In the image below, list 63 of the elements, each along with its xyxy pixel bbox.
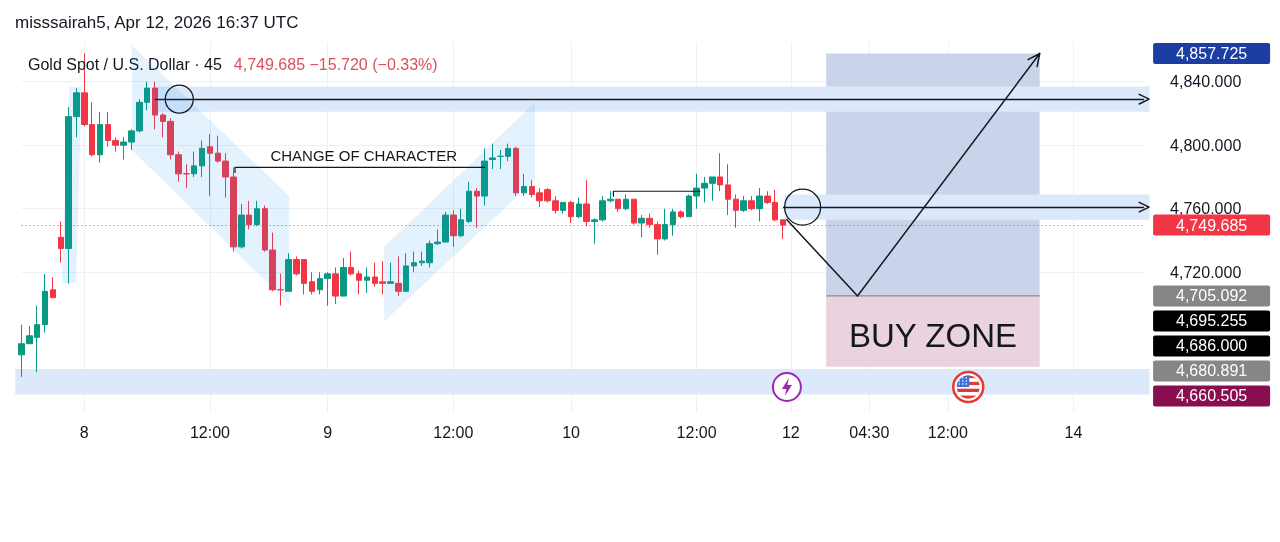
candlestick bbox=[568, 200, 574, 224]
candlestick bbox=[481, 147, 488, 207]
x-tick-label: 9 bbox=[323, 423, 333, 441]
candlestick bbox=[489, 143, 496, 170]
candlestick bbox=[97, 111, 103, 164]
x-tick-label: 12:00 bbox=[433, 423, 474, 441]
candlestick bbox=[748, 195, 755, 211]
candlestick bbox=[623, 193, 629, 211]
candlestick bbox=[403, 252, 409, 292]
candlestick bbox=[277, 273, 284, 307]
x-tick-label: 14 bbox=[1064, 423, 1083, 441]
x-tick-label: 12:00 bbox=[927, 423, 968, 441]
candlestick bbox=[560, 201, 566, 214]
candlestick bbox=[615, 198, 621, 213]
candlestick bbox=[387, 262, 394, 284]
x-tick-label: 8 bbox=[79, 423, 89, 441]
y-tick-label: 4,760.000 bbox=[1170, 200, 1242, 218]
text: 4,686.000 bbox=[1176, 337, 1248, 355]
candlestick bbox=[756, 187, 763, 222]
candlestick bbox=[340, 257, 347, 297]
candlestick bbox=[678, 209, 684, 219]
text: 4,680.891 bbox=[1176, 362, 1248, 380]
candlestick bbox=[348, 251, 354, 276]
candlestick bbox=[42, 273, 48, 334]
candlestick bbox=[466, 181, 472, 224]
candlestick bbox=[458, 208, 464, 238]
y-tick-label: 4,720.000 bbox=[1170, 263, 1242, 281]
x-tick-label: 12:00 bbox=[189, 423, 231, 441]
candlestick bbox=[364, 266, 370, 294]
candlestick bbox=[191, 151, 197, 178]
candlestick bbox=[309, 271, 315, 295]
candlestick bbox=[50, 276, 56, 299]
text: misssairah5, Apr 12, 2026 16:37 UTC bbox=[15, 12, 299, 32]
x-tick-label: 12 bbox=[781, 423, 800, 441]
x-tick-label: 04:30 bbox=[849, 423, 890, 441]
candlestick bbox=[521, 173, 527, 197]
candlestick bbox=[332, 266, 339, 305]
candlestick bbox=[725, 163, 731, 216]
candlestick bbox=[254, 200, 260, 227]
text: 4,695.255 bbox=[1176, 312, 1248, 330]
y-tick-label: 4,840.000 bbox=[1170, 73, 1242, 91]
candlestick bbox=[662, 208, 668, 241]
candlestick bbox=[183, 163, 190, 189]
band-label: BUY ZONE bbox=[848, 316, 1017, 354]
candlestick bbox=[199, 139, 205, 178]
x-tick-label: 10 bbox=[562, 423, 581, 441]
text: 4,857.725 bbox=[1176, 45, 1248, 63]
candlestick bbox=[670, 208, 676, 237]
text: 4,705.092 bbox=[1176, 287, 1248, 305]
text: 4,660.505 bbox=[1176, 387, 1248, 405]
y-tick-label: 4,800.000 bbox=[1170, 136, 1242, 154]
candlestick bbox=[576, 197, 582, 219]
annotation: CHANGE OF CHARACTER bbox=[270, 146, 458, 164]
candlestick bbox=[285, 252, 292, 292]
candlestick bbox=[717, 152, 723, 192]
x-tick-label: 12:00 bbox=[676, 423, 717, 441]
candlestick bbox=[238, 203, 245, 249]
candlestick bbox=[740, 195, 747, 213]
candlestick bbox=[638, 214, 645, 238]
candlestick bbox=[411, 251, 417, 273]
text: 4,749.685 −15.720 (−0.33%) bbox=[233, 55, 438, 73]
candlestick bbox=[356, 270, 362, 295]
ref-line-label: 4,749.685 bbox=[1176, 216, 1248, 234]
